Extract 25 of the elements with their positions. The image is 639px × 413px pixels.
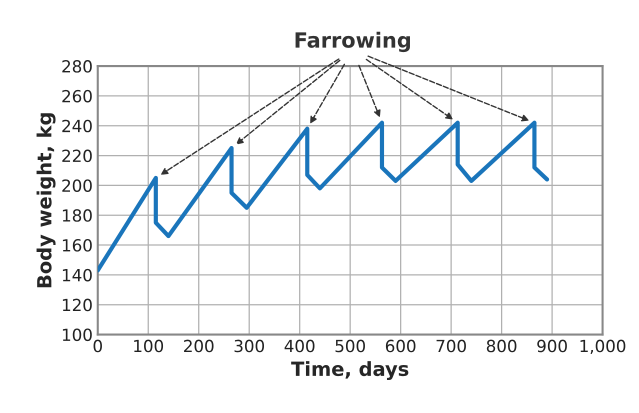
y-tick-label: 200 (62, 179, 92, 192)
y-tick-label: 160 (62, 239, 92, 252)
y-tick-label: 140 (62, 268, 92, 282)
y-tick-label: 120 (62, 298, 92, 312)
x-tick-label: 200 (184, 340, 214, 352)
x-tick-label: 500 (336, 340, 365, 352)
x-tick-label: 800 (486, 340, 516, 352)
x-axis-title: Time, days (291, 361, 408, 380)
x-tick-label: 0 (94, 340, 102, 352)
x-tick-label: 900 (537, 340, 567, 352)
y-tick-label: 260 (62, 90, 92, 102)
x-tick-label: 1,000 (580, 340, 626, 354)
y-tick-label: 280 (62, 60, 92, 73)
line-series (98, 120, 550, 272)
x-tick-label: 700 (436, 340, 466, 352)
text: Farrowing (296, 32, 410, 52)
y-tick-label: 220 (62, 150, 92, 162)
x-tick-label: 600 (386, 340, 416, 352)
y-tick-label: 240 (62, 120, 92, 132)
x-tick-label: 100 (134, 340, 164, 352)
y-tick-label: 180 (62, 209, 92, 222)
x-tick-label: 400 (284, 340, 314, 352)
x-tick-label: 300 (234, 340, 264, 352)
y-axis-title: Body weight, kg (36, 113, 56, 288)
y-tick-label: 100 (62, 328, 92, 342)
